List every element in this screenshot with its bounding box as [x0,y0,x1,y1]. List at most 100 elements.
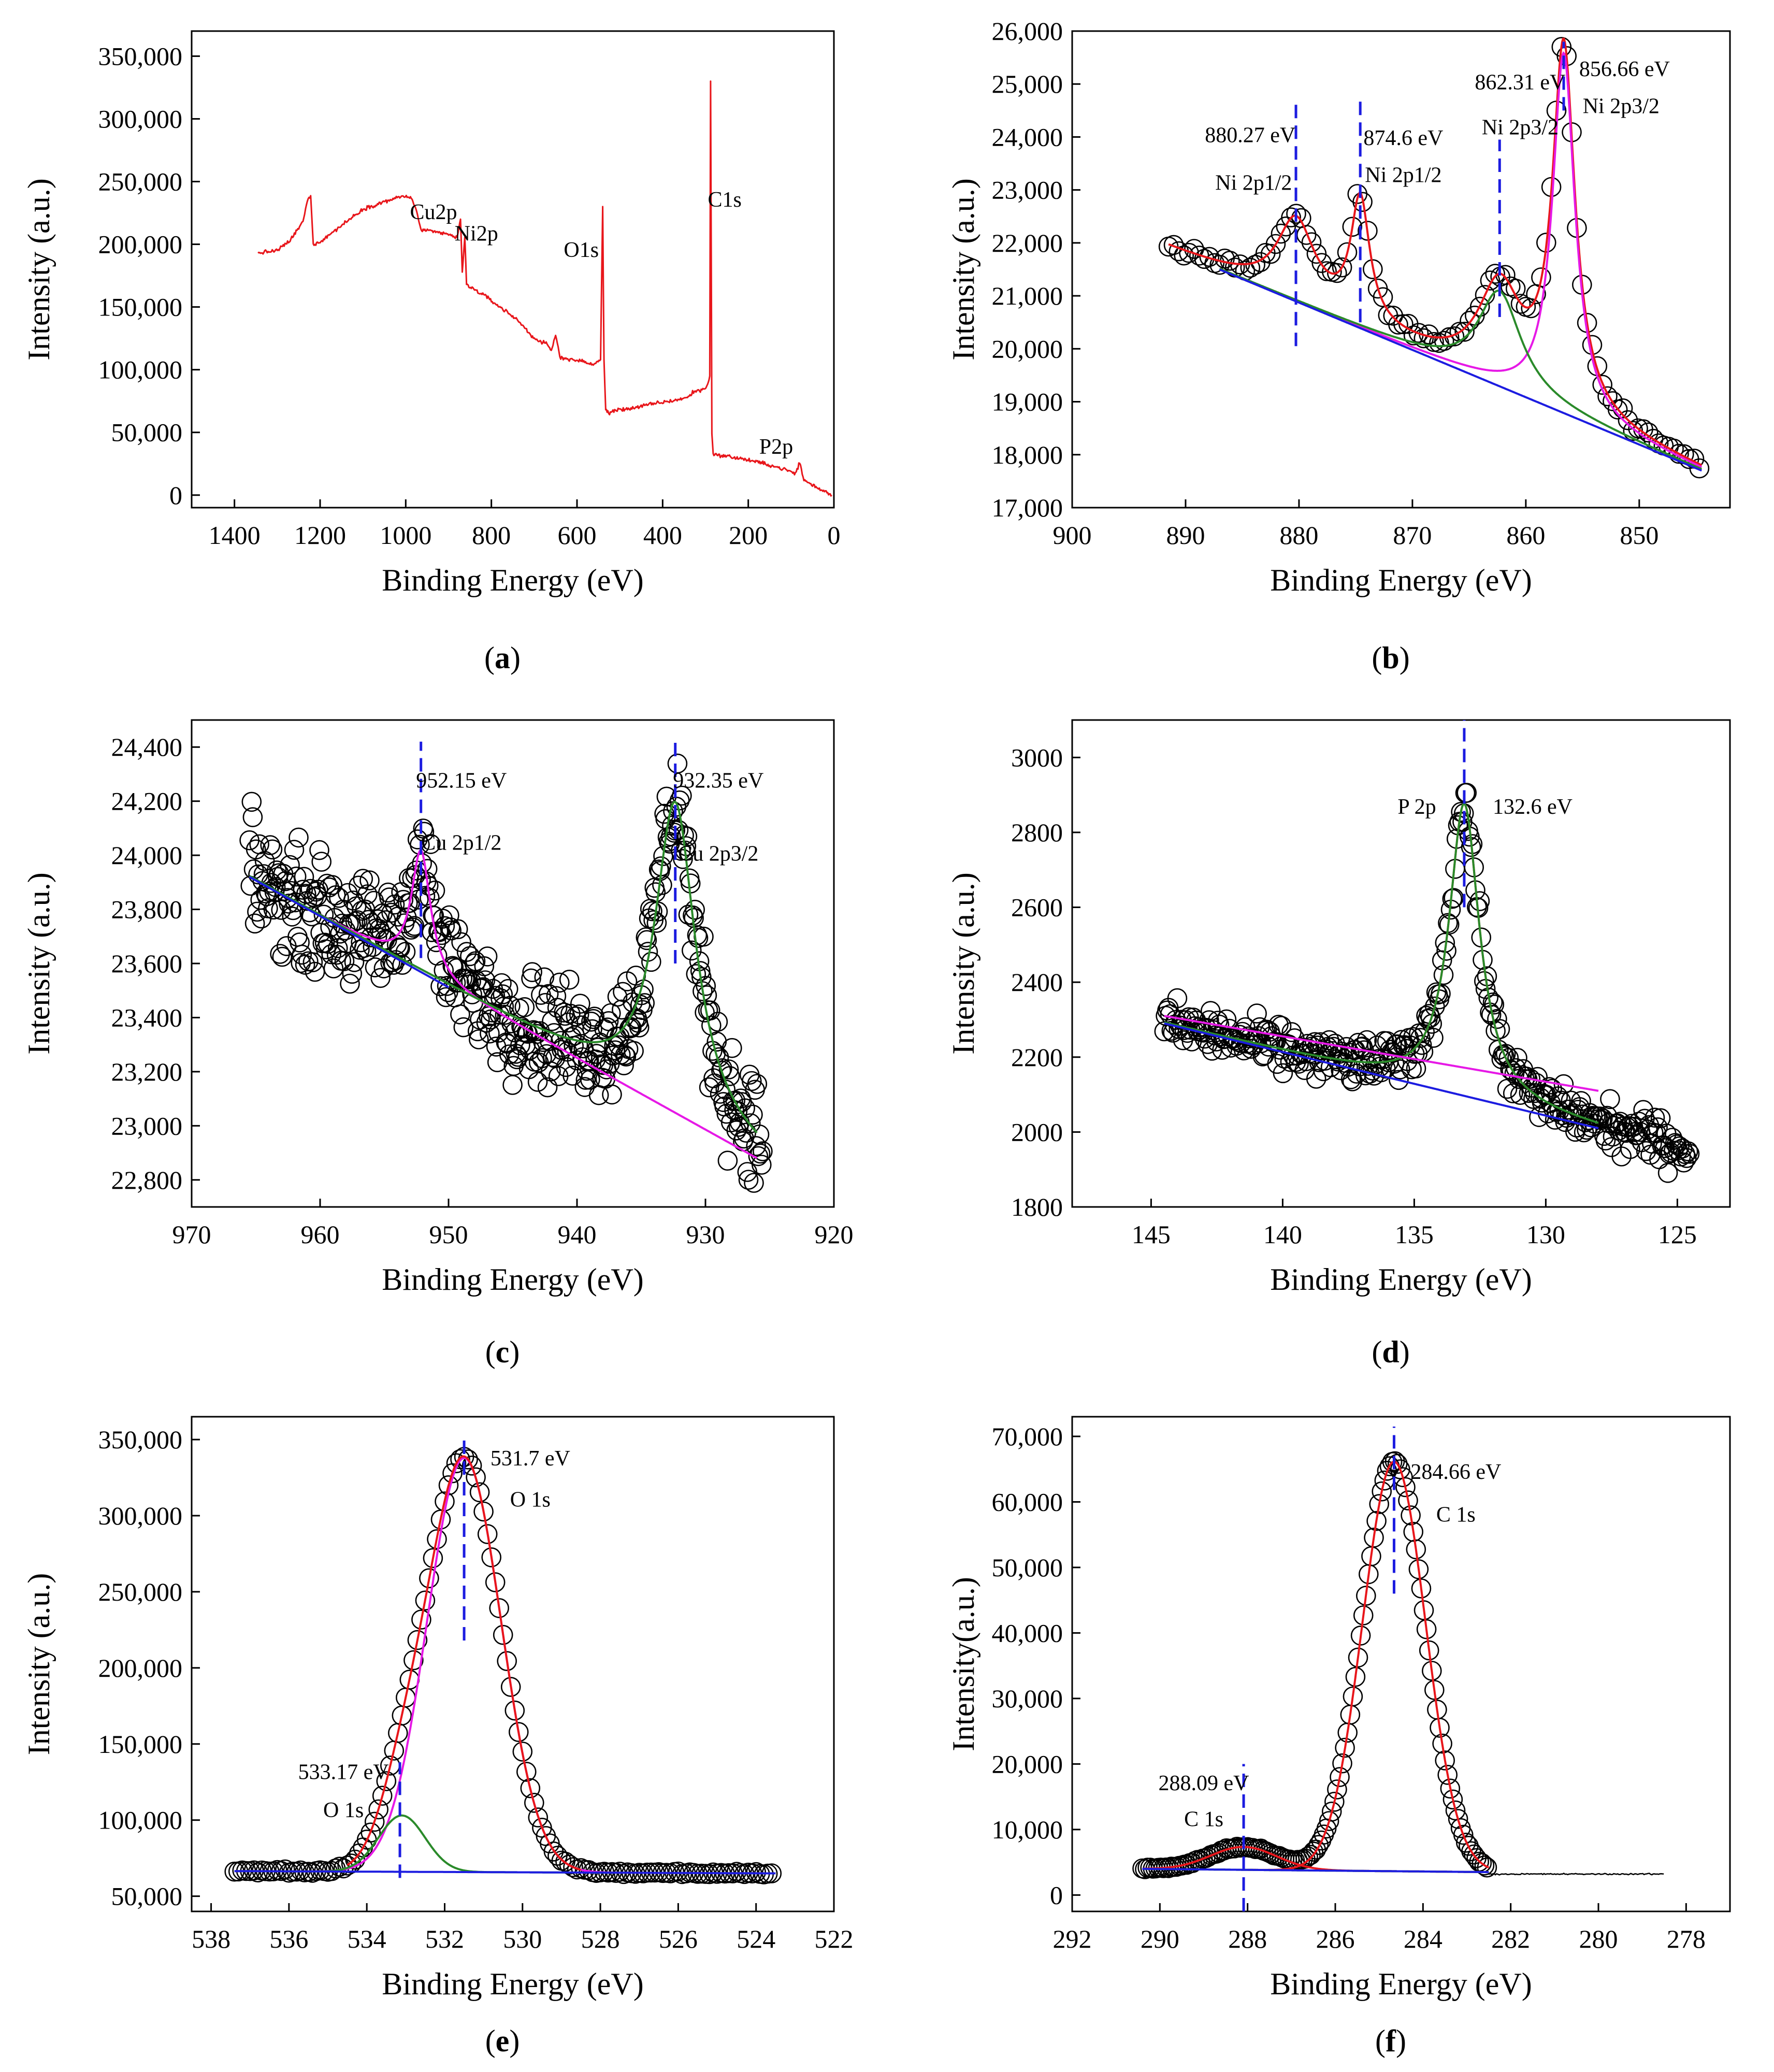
data-point [1343,1686,1363,1707]
plot-data-area [1158,37,1710,479]
data-point [1464,1844,1484,1865]
y-tick-label: 20,000 [992,334,1063,363]
data-point [1600,1089,1620,1110]
data-point [1271,223,1291,244]
y-tick-label: 150,000 [98,293,183,322]
peak-annotation: P2p [759,435,793,459]
y-tick-label: 20,000 [992,1749,1063,1778]
data-point [1303,1841,1323,1862]
data-point [634,993,655,1013]
x-tick-label: 290 [1141,1924,1179,1953]
data-point [489,1598,510,1618]
y-tick-label: 50,000 [992,1553,1063,1582]
peak-annotation: 874.6 eV [1363,126,1443,150]
data-point [1420,1008,1441,1028]
x-tick-label: 960 [301,1220,340,1249]
x-tick-label: 1200 [294,521,346,550]
x-tick-label: 850 [1620,521,1658,550]
data-point [272,946,293,967]
data-point [1477,1857,1497,1878]
fit-line [234,1457,776,1875]
data-point [275,871,296,891]
data-point [534,967,555,988]
peak-annotation: 288.09 eV [1159,1772,1249,1795]
x-tick-label: 600 [558,521,597,550]
data-point [1454,322,1475,342]
x-tick-label: 900 [1053,521,1092,550]
data-point [753,1141,773,1161]
data-point [738,1170,759,1190]
x-tick-label: 526 [659,1924,698,1953]
data-point [1440,1778,1461,1799]
data-point [516,1762,537,1782]
data-point [1308,1835,1329,1855]
panel-label-paren: ) [509,1335,520,1369]
data-point [493,1624,513,1645]
y-tick-label: 23,400 [111,1003,183,1032]
data-point [427,1529,447,1549]
data-point [1330,1767,1350,1787]
data-point [1485,264,1505,284]
panel-label-paren: ) [1400,641,1410,675]
data-point [750,1143,771,1164]
data-point [709,1047,729,1068]
data-point [342,963,363,984]
data-point [1327,1779,1347,1800]
data-point [359,870,380,890]
data-point [1276,216,1296,237]
data-point [376,1771,397,1791]
data-point [616,1046,637,1067]
data-point [546,986,567,1006]
x-tick-label: 1000 [380,521,431,550]
panel-label: (e) [485,2024,520,2058]
x-tick-label: 200 [729,521,768,550]
x-tick-label: 890 [1166,521,1205,550]
data-point [1317,261,1337,281]
peak-annotation: 533.17 eV [298,1760,389,1784]
data-point [1332,257,1352,278]
panel-label-paren: ) [510,641,521,675]
data-point [347,910,368,930]
data-point [517,1024,538,1044]
x-tick-label: 145 [1132,1220,1171,1249]
x-tick-label: 292 [1053,1924,1092,1953]
data-point [497,1651,517,1671]
data-point [1416,1619,1437,1639]
data-point [498,979,518,999]
data-point [1423,1028,1444,1048]
data-point [321,944,342,965]
peak-annotation: O 1s [510,1488,551,1512]
x-tick-label: 130 [1526,1220,1565,1249]
y-tick-label: 70,000 [992,1422,1063,1451]
chart-panel-b: 900 890 880 870 860 850 17,000 18,000 19,000 20,0… [946,17,1731,675]
x-tick-label: 522 [815,1924,854,1953]
peak-annotation: 856.66 eV [1579,57,1670,81]
data-point [559,970,580,990]
data-point [661,826,681,846]
peak-annotation: Ni 2p1/2 [1365,163,1441,187]
y-tick-label: 26,000 [992,17,1063,46]
data-point [1677,1148,1697,1168]
y-axis-label: Intensity (a.u.) [946,872,980,1055]
y-axis-label: Intensity (a.u.) [22,178,56,361]
y-tick-label: 200,000 [98,1653,183,1682]
data-point [693,981,713,1001]
y-tick-label: 24,000 [992,122,1063,151]
data-point [450,1449,470,1470]
data-point [1435,1750,1455,1771]
data-point [1432,1733,1452,1754]
data-point [1433,965,1454,985]
data-point [1430,1718,1450,1738]
data-point [1474,1855,1495,1876]
data-point [608,1035,629,1056]
data-point [717,1150,738,1171]
data-point [1408,323,1429,343]
data-point [260,835,281,855]
peak-annotation: 862.31 eV [1475,70,1565,94]
data-point [1332,1753,1352,1774]
fit-line [1164,1015,1599,1092]
data-point [1461,1841,1481,1862]
data-point [368,1799,389,1820]
x-tick-label: 880 [1279,521,1318,550]
